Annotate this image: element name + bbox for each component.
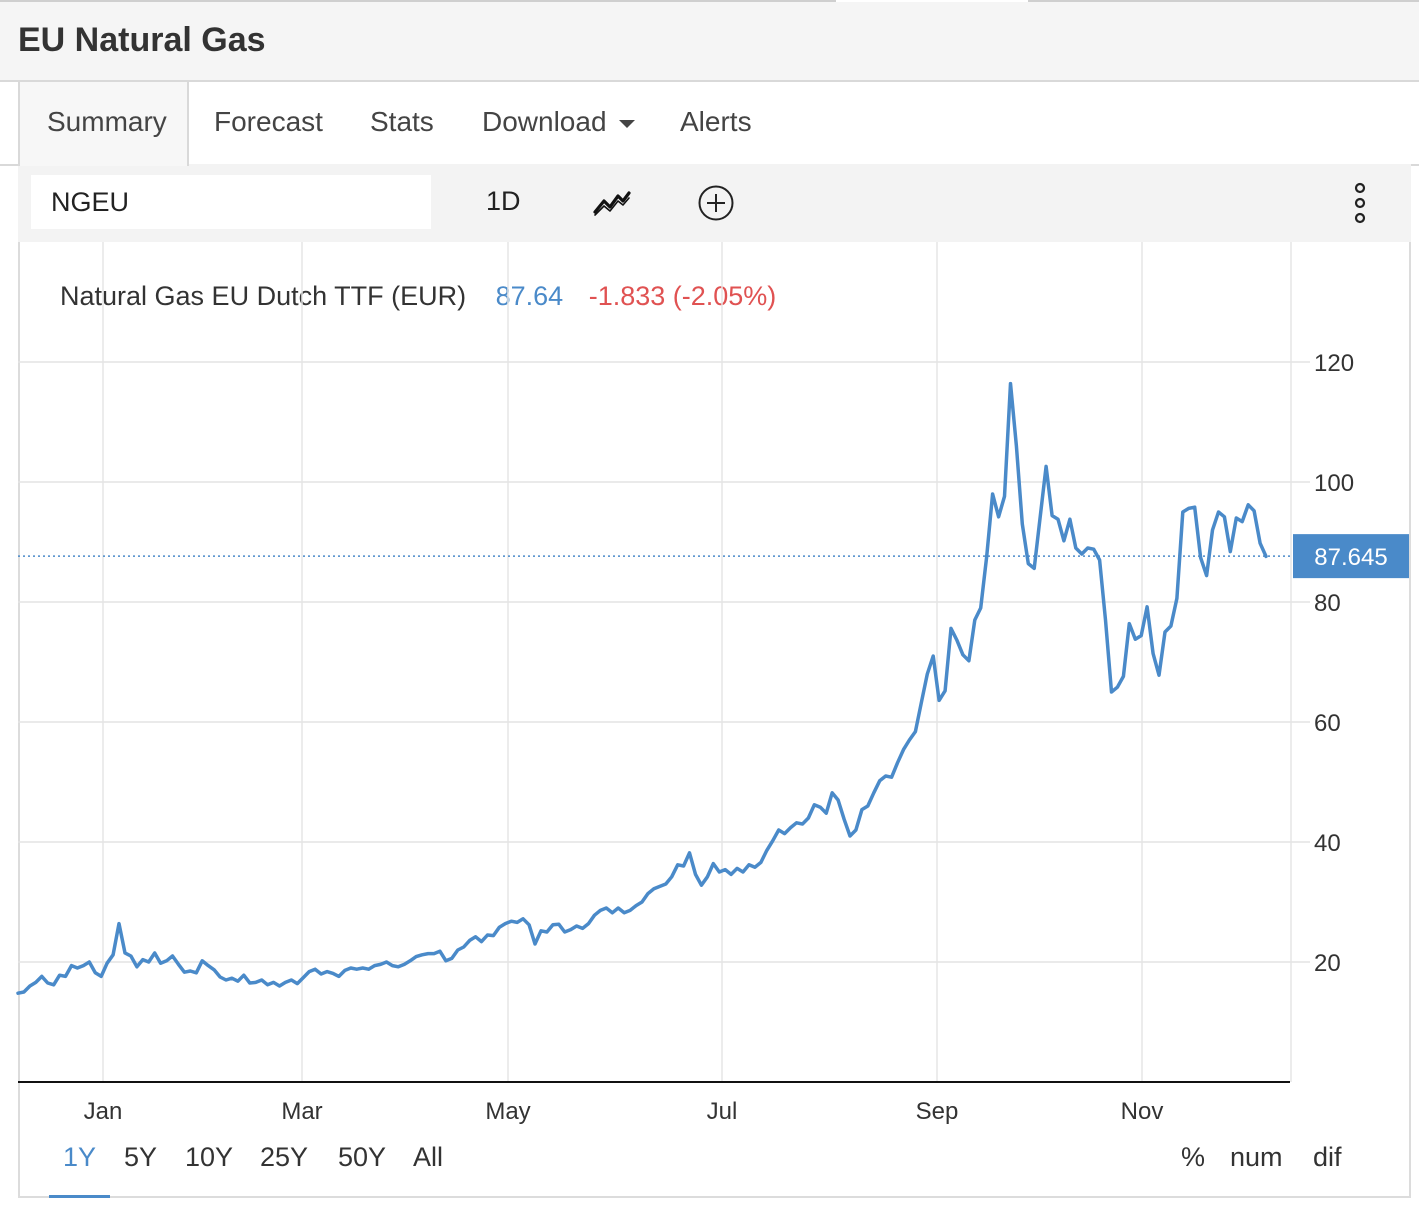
last-value-label: 87.645 xyxy=(1314,544,1387,571)
plus-circle-icon[interactable] xyxy=(697,184,735,222)
x-tick-label: Jan xyxy=(84,1098,123,1125)
chart-toolbar: NGEU 1D xyxy=(18,164,1411,242)
current-price: 87.64 xyxy=(495,281,564,311)
mode-percent[interactable]: % xyxy=(1181,1142,1206,1172)
active-range-indicator xyxy=(49,1195,110,1198)
range-5y[interactable]: 5Y xyxy=(124,1142,158,1172)
x-tick-label: May xyxy=(485,1098,530,1125)
symbol-input[interactable]: NGEU xyxy=(31,175,431,229)
tab-forecast[interactable]: Forecast xyxy=(214,106,323,137)
chart-legend: Natural Gas EU Dutch TTF (EUR) 87.64 -1.… xyxy=(60,281,776,312)
last-value-badge xyxy=(1293,534,1409,579)
more-vertical-icon[interactable] xyxy=(1348,182,1372,224)
tab-stats[interactable]: Stats xyxy=(370,106,434,137)
mode-num[interactable]: num xyxy=(1230,1142,1283,1172)
y-tick-label: 40 xyxy=(1314,830,1341,857)
page-title: EU Natural Gas xyxy=(18,21,266,59)
tab-summary[interactable]: Summary xyxy=(18,82,189,166)
page-header: EU Natural Gas xyxy=(0,2,1419,82)
series-name: Natural Gas EU Dutch TTF (EUR) xyxy=(60,281,467,311)
top-border xyxy=(0,0,836,2)
y-tick-label: 20 xyxy=(1314,950,1341,977)
top-border xyxy=(1028,0,1419,2)
x-tick-label: Sep xyxy=(916,1098,959,1125)
y-tick-label: 80 xyxy=(1314,590,1341,617)
chevron-down-icon xyxy=(618,119,635,128)
tab-alerts[interactable]: Alerts xyxy=(680,106,752,137)
range-50y[interactable]: 50Y xyxy=(338,1142,387,1172)
interval-selector[interactable]: 1D xyxy=(486,186,521,216)
x-tick-label: Nov xyxy=(1121,1098,1164,1125)
range-10y[interactable]: 10Y xyxy=(185,1142,234,1172)
y-tick-label: 120 xyxy=(1314,350,1354,377)
x-tick-label: Mar xyxy=(281,1098,322,1125)
mode-dif[interactable]: dif xyxy=(1313,1142,1342,1172)
chart-panel xyxy=(18,164,1411,1198)
tab-download[interactable]: Download xyxy=(482,82,635,164)
x-tick-label: Jul xyxy=(707,1098,738,1125)
y-tick-label: 60 xyxy=(1314,710,1341,737)
price-change: -1.833 (-2.05%) xyxy=(588,281,777,311)
price-chart[interactable]: 20 40 60 80 100 120 Jan Mar May Jul Sep Nov 87.645 xyxy=(0,0,1419,1140)
tab-download-label: Download xyxy=(482,106,607,137)
line-chart-icon[interactable] xyxy=(592,188,632,218)
range-all[interactable]: All xyxy=(413,1142,444,1172)
range-1y[interactable]: 1Y xyxy=(63,1142,97,1172)
range-selector: 1Y 5Y 10Y 25Y 50Y All % num dif xyxy=(18,1140,1411,1200)
range-25y[interactable]: 25Y xyxy=(260,1142,309,1172)
y-tick-label: 100 xyxy=(1314,470,1354,497)
series-line xyxy=(16,381,1268,995)
